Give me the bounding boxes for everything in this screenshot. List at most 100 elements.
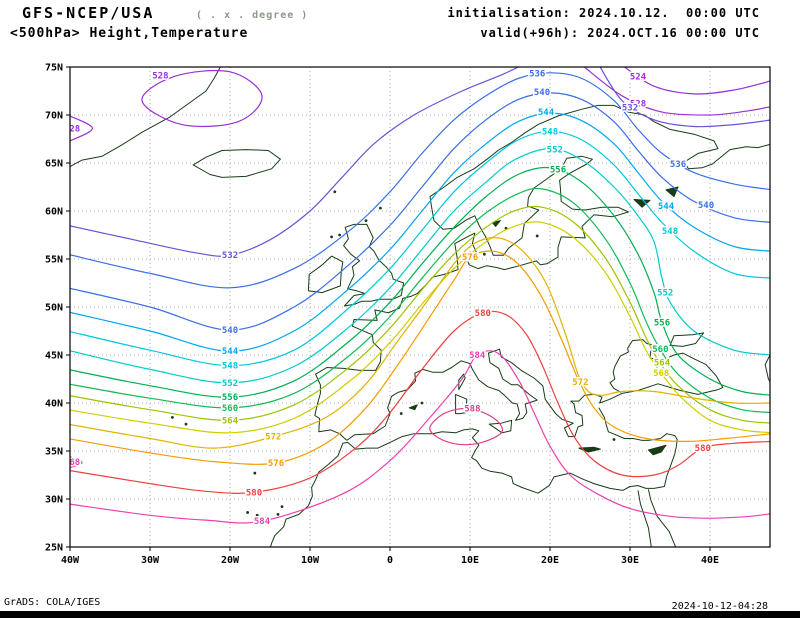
contour-label-576: 576	[462, 253, 478, 263]
creation-timestamp: 2024-10-12-04:28	[671, 601, 768, 612]
contour-label-584: 584	[469, 351, 486, 361]
lon-label-10W: 10W	[301, 555, 320, 566]
island-dot	[255, 513, 259, 517]
contour-label-552: 552	[222, 379, 238, 389]
lat-label-60N: 60N	[45, 207, 63, 218]
lat-label-35N: 35N	[45, 447, 63, 458]
island-dot	[420, 401, 424, 405]
contour-label-540: 540	[698, 201, 714, 211]
coast-anatolia-levant-africa	[270, 407, 678, 547]
contour-line-28	[70, 115, 94, 142]
coast-ireland	[307, 255, 344, 294]
valid-time: valid(+96h): 2024.OCT.16 00:00 UTC	[480, 26, 760, 40]
contour-line-68	[70, 456, 83, 469]
coast-lake-onega	[665, 186, 679, 198]
island-dot	[330, 235, 333, 239]
contour-line-532	[599, 67, 770, 128]
contour-label-564: 564	[654, 359, 671, 369]
lon-label-40E: 40E	[701, 555, 719, 566]
contour-line-524	[623, 67, 770, 95]
island-dot	[333, 190, 337, 194]
contour-label-544: 544	[538, 108, 555, 118]
contour-label-580: 580	[246, 488, 262, 498]
coast-red-sea-coast	[650, 499, 677, 547]
contour-label-584: 584	[254, 517, 271, 527]
contour-line-544	[70, 112, 770, 352]
contour-line-564	[70, 205, 770, 424]
contour-line-560	[70, 187, 770, 414]
island-dot	[184, 422, 188, 426]
contour-label-532: 532	[222, 251, 238, 261]
contour-label-556: 556	[222, 393, 238, 403]
contour-line-528	[141, 69, 263, 128]
coast-cyprus	[647, 444, 667, 456]
island-dot	[246, 511, 250, 514]
contour-label-548: 548	[542, 127, 558, 137]
contour-line-548	[70, 130, 770, 367]
model-title: GFS-NCEP/USA	[22, 4, 155, 22]
contours	[70, 67, 770, 524]
contour-line-576	[70, 250, 770, 465]
contour-label-540: 540	[534, 88, 550, 98]
contour-line-540	[70, 92, 770, 331]
contour-line-556	[70, 166, 770, 398]
contour-line-552	[70, 147, 770, 384]
contour-line-584	[70, 350, 770, 524]
lon-label-20W: 20W	[221, 555, 240, 566]
contour-label-536: 536	[670, 160, 686, 170]
contour-label-548: 548	[662, 227, 678, 237]
island-dot	[612, 438, 616, 441]
contour-line-588	[429, 407, 504, 446]
lat-label-75N: 75N	[45, 63, 63, 74]
contour-label-560: 560	[652, 345, 668, 355]
contour-label-576: 576	[268, 459, 284, 469]
island-dot	[399, 412, 403, 415]
contour-line-572	[70, 237, 770, 449]
coast-sicily	[488, 419, 513, 434]
lat-label-40N: 40N	[45, 399, 63, 410]
contour-label-552: 552	[657, 289, 673, 299]
initialisation-time: initialisation: 2024.10.12. 00:00 UTC	[447, 6, 760, 20]
island-dot	[280, 505, 284, 509]
contour-label-68: 68	[69, 458, 80, 468]
island-dot	[265, 516, 269, 520]
lat-label-50N: 50N	[45, 303, 63, 314]
lat-label-65N: 65N	[45, 159, 63, 170]
lon-label-20E: 20E	[541, 555, 559, 566]
lat-label-45N: 45N	[45, 351, 63, 362]
lon-label-10E: 10E	[461, 555, 479, 566]
coast-iceland	[192, 149, 281, 178]
coast-great-britain	[343, 223, 405, 307]
contour-label-560: 560	[222, 404, 238, 414]
coast-sea-of-azov	[669, 332, 705, 347]
coast-greenland	[70, 67, 221, 168]
contour-label-544: 544	[222, 347, 239, 357]
contour-label-580: 580	[695, 444, 711, 454]
coast-sardinia	[455, 393, 468, 415]
contour-label-588: 588	[464, 404, 480, 414]
lon-label-0: 0	[387, 555, 393, 566]
coast-mallorca	[408, 404, 418, 411]
island-dot	[379, 206, 382, 210]
island-dot	[253, 471, 257, 475]
island-dot	[276, 512, 280, 516]
resolution-note: ( . x . degree )	[196, 10, 309, 21]
island-dot	[483, 252, 486, 256]
bottom-bar	[0, 611, 800, 618]
contour-label-552: 552	[547, 146, 563, 156]
island-dot	[338, 233, 341, 237]
contour-line-528	[583, 67, 770, 116]
contour-label-564: 564	[222, 416, 239, 426]
lon-label-30W: 30W	[141, 555, 160, 566]
graticule	[70, 67, 770, 547]
contour-label-548: 548	[222, 362, 238, 372]
contour-label-544: 544	[658, 202, 675, 212]
contour-label-528: 528	[630, 99, 646, 109]
coast-caspian-shore	[764, 353, 770, 383]
contour-line-532	[70, 67, 520, 257]
contour-label-532: 532	[622, 103, 638, 113]
contour-line-568	[70, 221, 770, 434]
contour-label-524: 524	[630, 73, 647, 83]
contour-label-28: 28	[69, 124, 80, 134]
